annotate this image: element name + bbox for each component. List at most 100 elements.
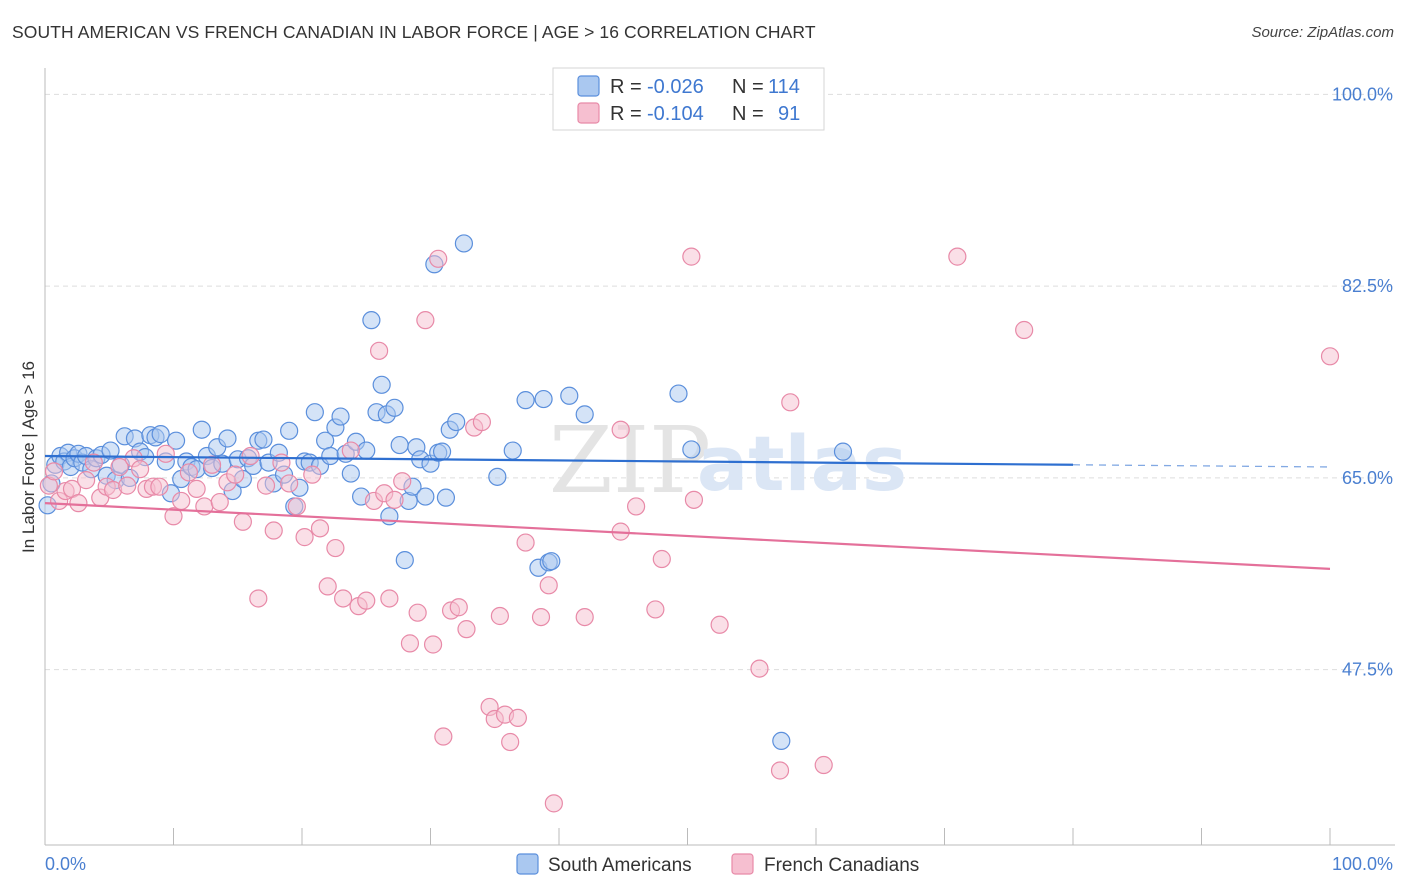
french-canadian-point [385, 490, 404, 509]
french-canadian-point [472, 412, 491, 432]
french-canadian-point [770, 761, 790, 780]
french-canadian-point [408, 603, 427, 622]
french-canadian-point [508, 708, 527, 727]
south-american-point [447, 412, 466, 432]
french-canadian-point [156, 444, 175, 463]
south-american-point [454, 234, 474, 253]
french-canadian-point [77, 471, 96, 490]
french-canadian-point [626, 497, 646, 516]
french-canadian-point [710, 615, 729, 634]
french-canadians-trend-line [44, 502, 1331, 570]
french-canadian-point [434, 727, 453, 746]
french-canadian-point [84, 453, 103, 472]
south-american-point [390, 435, 409, 455]
y-axis-ticks: 100.0% 82.5% 65.0% 47.5% [1332, 84, 1393, 679]
legend-r-label-1: R = [610, 76, 642, 98]
french-canadian-point [295, 528, 314, 547]
french-canadian-point [179, 463, 199, 482]
x-axis-ticks: 0.0% 100.0% [45, 854, 1393, 874]
french-canadian-point [357, 591, 376, 610]
french-canadian-point [326, 538, 345, 558]
south-american-point [151, 425, 170, 444]
french-canadian-point [652, 549, 671, 569]
french-canadian-point [233, 512, 252, 531]
south-american-point [280, 421, 299, 440]
french-canadian-point [781, 393, 800, 412]
french-canadian-point [341, 441, 360, 460]
french-canadian-point [750, 659, 769, 678]
french-canadian-point [393, 472, 412, 491]
south-american-point [305, 403, 324, 422]
south-american-point [254, 430, 273, 449]
french-canadian-point [531, 607, 551, 627]
french-canadian-point [1320, 347, 1340, 366]
south-americans-trend-extension [1072, 464, 1331, 468]
french-canadian-point [172, 491, 191, 511]
french-canadian-point [539, 576, 558, 595]
french-canadian-point [490, 606, 509, 626]
french-canadian-point [303, 465, 322, 484]
french-canadian-point [187, 479, 206, 498]
trend-lines [44, 454, 1331, 570]
south-american-point [669, 384, 688, 403]
south-american-point [192, 420, 211, 439]
french-canadian-point [118, 476, 137, 495]
french-canadian-point [226, 465, 245, 484]
french-canadian-point [280, 474, 299, 493]
french-canadian-point [318, 577, 337, 596]
french-canadian-point [948, 247, 967, 266]
x-tick-label: 0.0% [45, 854, 86, 874]
legend-n-label-1: N = [732, 76, 764, 98]
legend-r-value-1: -0.026 [647, 76, 704, 98]
south-american-point [395, 551, 414, 570]
french-canadian-point [334, 589, 353, 608]
french-canadian-point [814, 755, 833, 775]
legend-swatch-pink [577, 102, 600, 124]
south-american-point [385, 398, 404, 417]
x-tick-label: 100.0% [1332, 854, 1393, 874]
y-tick-label: 47.5% [1342, 660, 1393, 680]
french-canadian-point [429, 249, 448, 268]
south-american-point [560, 386, 579, 405]
south-american-point [331, 407, 350, 426]
series-label-south-americans: South Americans [548, 855, 692, 876]
french-canadian-point [164, 507, 183, 526]
south-american-point [432, 442, 452, 461]
french-canadian-point [516, 533, 535, 552]
french-canadian-point [646, 600, 665, 619]
french-canadian-point [400, 634, 420, 653]
y-tick-label: 100.0% [1332, 84, 1393, 104]
french-canadian-point [44, 462, 64, 481]
french-canadian-point [110, 457, 129, 477]
south-american-point [682, 440, 701, 459]
french-canadian-point [202, 455, 222, 474]
south-american-point [772, 731, 791, 751]
south-american-point [380, 507, 399, 526]
south-american-point [436, 488, 456, 507]
series-swatch-south-americans [516, 853, 539, 875]
south-american-point [321, 446, 340, 466]
y-tick-label: 65.0% [1342, 468, 1393, 488]
french-canadian-point [210, 492, 229, 512]
south-american-point [534, 389, 553, 409]
french-canadian-point [287, 497, 306, 516]
series-label-french-canadians: French Canadians [764, 855, 919, 876]
french-canadian-point [241, 446, 260, 466]
french-canadian-point [310, 519, 330, 538]
south-american-point [516, 391, 535, 410]
series-legend: South Americans French Canadians [516, 853, 919, 876]
legend-n-label-2: N = [732, 103, 764, 125]
legend-r-value-2: -0.104 [647, 103, 704, 125]
french-canadian-point [682, 247, 701, 266]
south-american-point [362, 311, 381, 330]
french-canadian-point [457, 620, 476, 639]
south-american-point [503, 441, 522, 460]
french-canadian-point [544, 794, 563, 813]
french-canadian-point [150, 477, 169, 496]
french-canadian-point [501, 732, 520, 752]
legend-swatch-blue [577, 75, 600, 97]
french-canadian-point [264, 521, 283, 540]
gridlines [45, 93, 1395, 671]
french-canadian-point [575, 607, 594, 627]
south-american-point [488, 467, 507, 486]
